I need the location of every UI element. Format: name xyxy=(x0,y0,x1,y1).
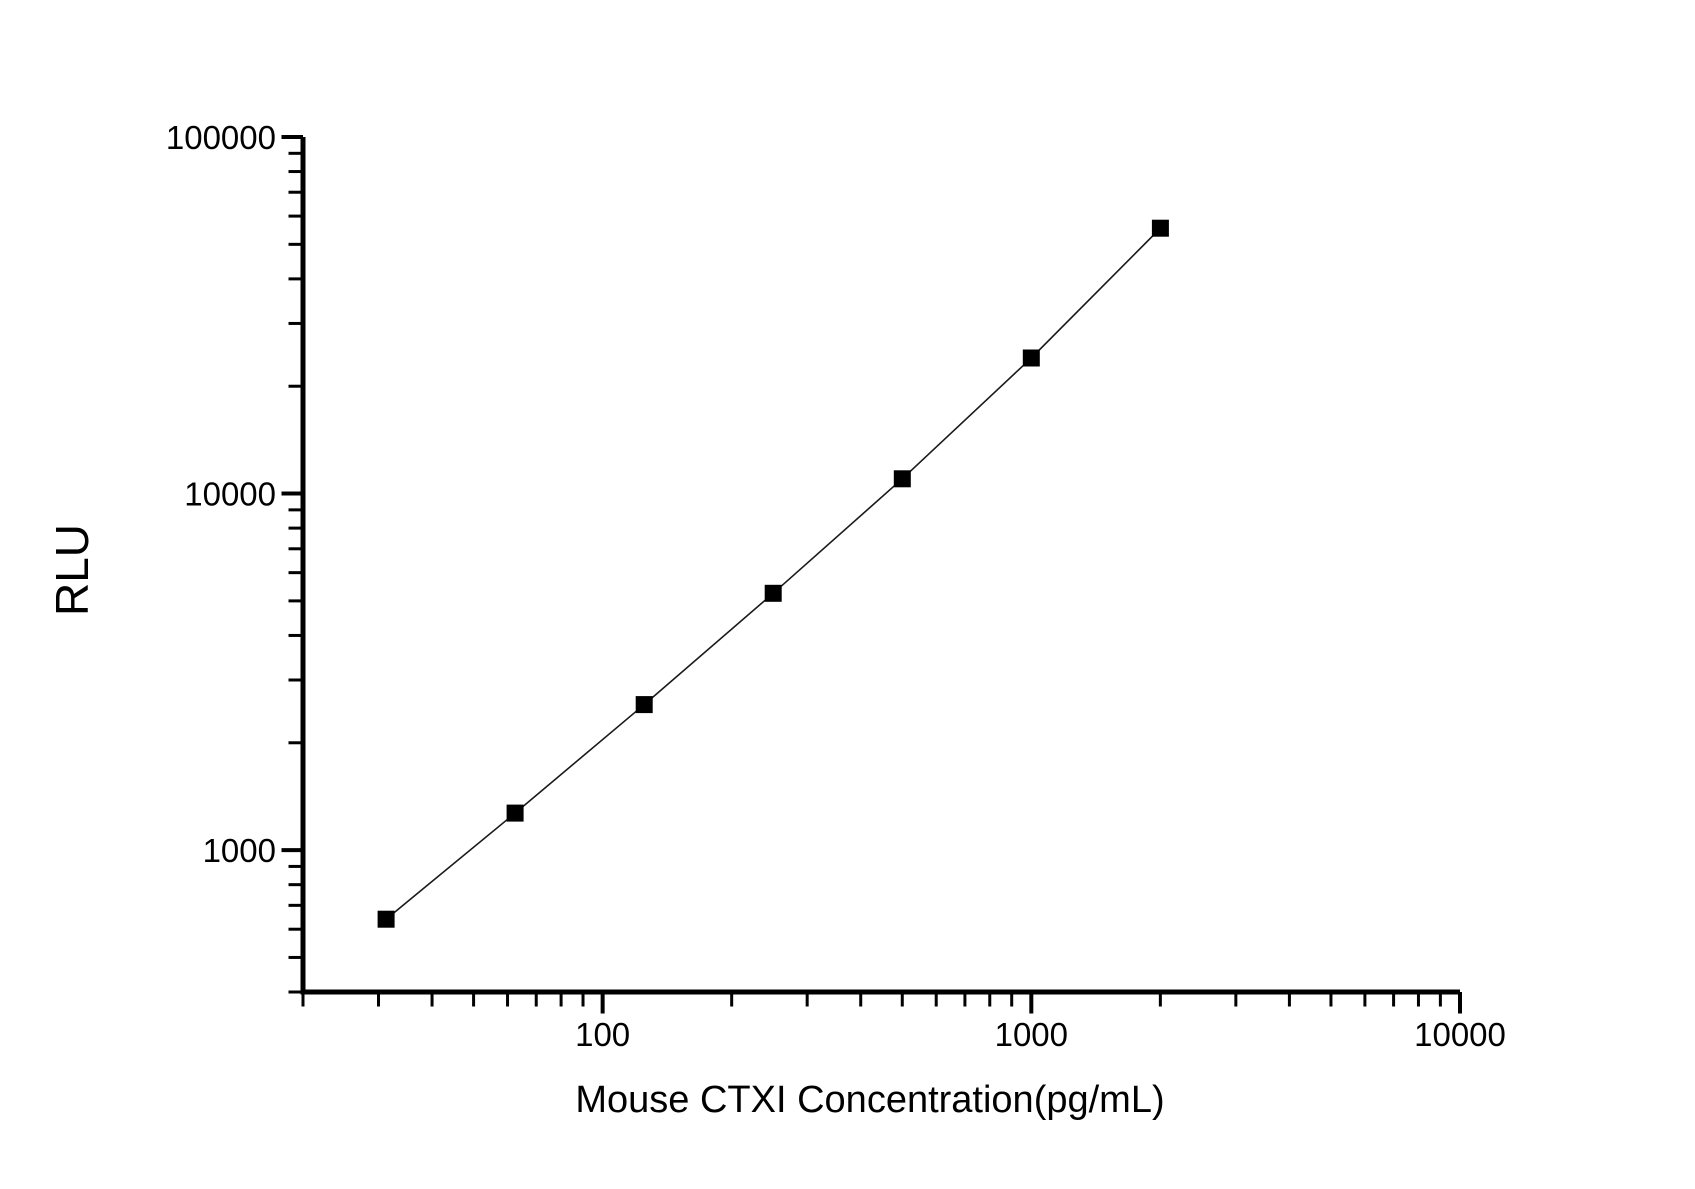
y-tick-label: 10000 xyxy=(184,476,276,513)
axis-ticks xyxy=(281,135,1462,1014)
x-tick-label: 10000 xyxy=(1414,1016,1506,1053)
axes xyxy=(300,137,1460,995)
data-series xyxy=(377,219,1169,928)
series-line xyxy=(385,227,1161,920)
y-axis-label: RLU xyxy=(46,524,98,616)
data-point-marker xyxy=(377,910,395,928)
data-point-marker xyxy=(506,804,524,822)
y-tick-label: 1000 xyxy=(203,832,276,869)
tick-labels: 100 1000 10000 1000 10000 100000 xyxy=(166,119,1506,1053)
x-tick-label: 1000 xyxy=(995,1016,1068,1053)
x-axis-label: Mouse CTXI Concentration(pg/mL) xyxy=(575,1079,1164,1121)
data-point-marker xyxy=(1022,349,1040,367)
data-point-marker xyxy=(893,470,911,488)
data-point-marker xyxy=(764,584,782,602)
data-point-marker xyxy=(635,696,653,714)
data-point-marker xyxy=(1151,219,1169,237)
y-tick-label: 100000 xyxy=(166,119,276,156)
x-tick-label: 100 xyxy=(575,1016,630,1053)
